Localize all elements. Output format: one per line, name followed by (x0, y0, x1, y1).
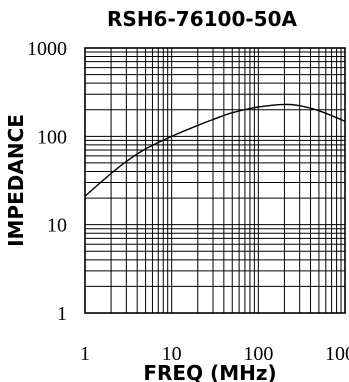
chart-title: RSH6-76100-50A (107, 7, 297, 31)
x-tick-label: 1 (80, 343, 90, 365)
impedance-curve (84, 103, 346, 197)
x-tick-labels: 1 10 100 1000 (80, 343, 349, 365)
y-tick-label: 1 (57, 303, 67, 325)
x-tick-label: 100 (243, 343, 273, 365)
x-tick-label: 1000 (325, 343, 349, 365)
plot-frame (84, 47, 346, 314)
y-axis-title: IMPEDANCE (4, 114, 28, 247)
x-axis-title: FREQ (MHz) (143, 361, 276, 382)
y-tick-label: 10 (47, 215, 67, 237)
y-tick-labels: 1 10 100 1000 (27, 38, 67, 325)
y-tick-label: 100 (37, 126, 67, 148)
x-tick-label: 10 (162, 343, 182, 365)
plot-grid (85, 48, 345, 313)
y-tick-label: 1000 (27, 38, 67, 60)
